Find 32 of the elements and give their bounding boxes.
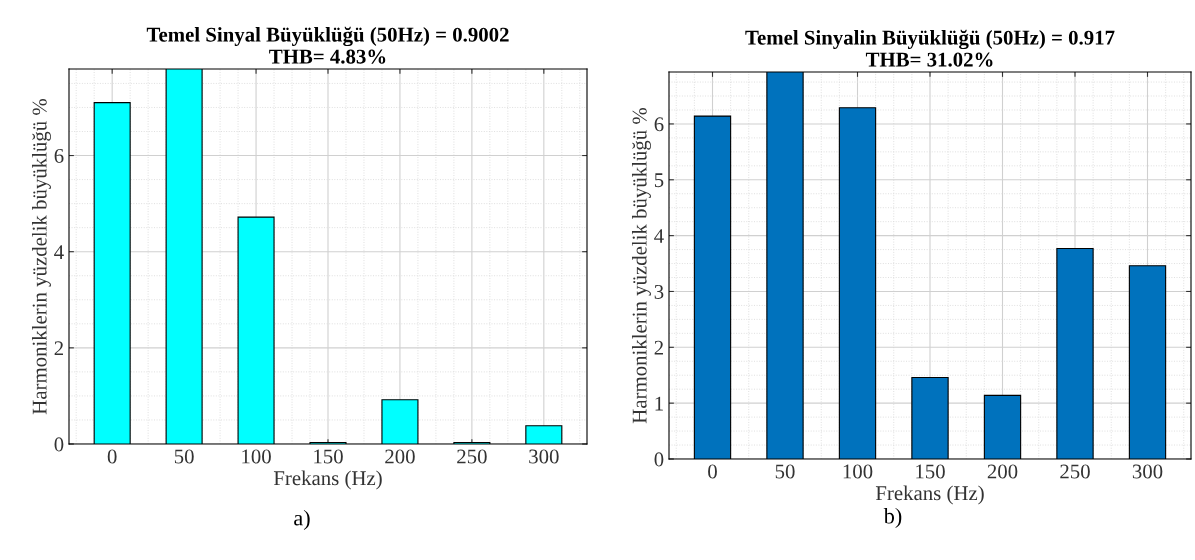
x-tick-label: 50 bbox=[775, 464, 795, 479]
x-tick-label: 100 bbox=[843, 464, 873, 479]
x-tick-label: 300 bbox=[1132, 464, 1163, 479]
x-tick-label: 200 bbox=[987, 464, 1018, 479]
y-tick-label: 3 bbox=[654, 284, 664, 299]
x-axis-title: Frekans (Hz) bbox=[273, 470, 382, 490]
x-tick-label: 150 bbox=[314, 449, 343, 464]
y-tick-label: 4 bbox=[54, 245, 64, 259]
y-tick-label: 1 bbox=[655, 396, 663, 411]
y-axis-title: Harmoniklerin yüzdelik büyüklüğü % bbox=[631, 107, 651, 424]
x-tick-label: 0 bbox=[708, 464, 717, 479]
y-tick-label: 6 bbox=[654, 117, 664, 132]
x-tick-label: 250 bbox=[457, 449, 487, 464]
x-tick-label: 0 bbox=[107, 449, 117, 464]
y-tick-label: 2 bbox=[54, 341, 63, 356]
text: a) bbox=[294, 509, 310, 531]
x-tick-label: 50 bbox=[174, 449, 194, 464]
x-axis-title: Frekans (Hz) bbox=[875, 485, 984, 505]
y-tick-label: 5 bbox=[654, 173, 664, 188]
text: b) bbox=[883, 507, 902, 529]
x-tick-label: 100 bbox=[242, 449, 271, 464]
x-tick-label: 300 bbox=[529, 449, 559, 464]
y-tick-label: 0 bbox=[54, 437, 64, 452]
x-tick-label: 150 bbox=[916, 464, 945, 479]
y-tick-label: 2 bbox=[654, 340, 663, 355]
x-tick-label: 250 bbox=[1060, 464, 1090, 479]
chart-title: Temel Sinyal Büyüklüğü (50Hz) = 0.9002 THB= 4.83% bbox=[146, 26, 509, 64]
y-tick-label: 4 bbox=[654, 229, 664, 243]
x-tick-label: 200 bbox=[385, 449, 415, 464]
y-tick-label: 6 bbox=[54, 148, 64, 163]
y-axis-title: Harmoniklerin yüzdelik büyüklüğü % bbox=[31, 98, 51, 415]
chart-title: Temel Sinyalin Büyüklüğü (50Hz) = 0.917 THB= 31.02% bbox=[745, 29, 1115, 67]
